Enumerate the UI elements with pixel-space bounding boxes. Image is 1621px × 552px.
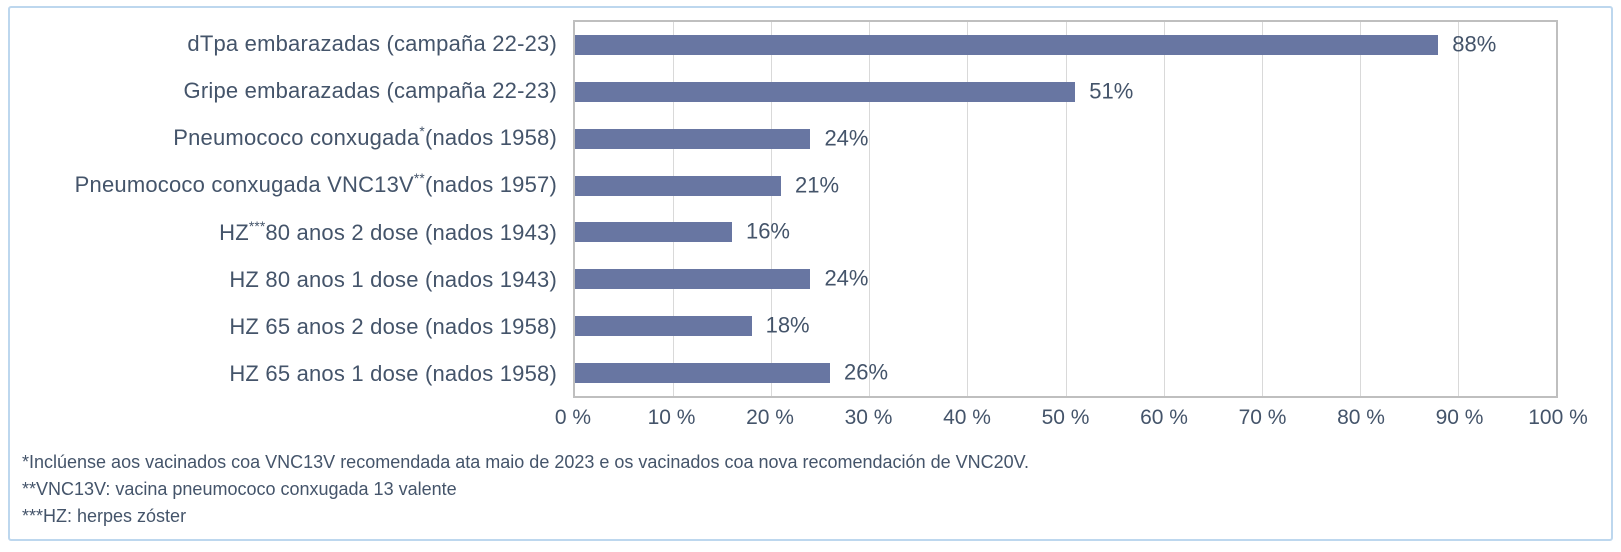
category-label: dTpa embarazadas (campaña 22-23)	[10, 20, 557, 67]
category-label-text: (nados 1957)	[424, 172, 557, 198]
plot-area: 88% 51% 24% 21% 16% 24% 18% 26%	[573, 20, 1558, 398]
bar-row: 24%	[575, 116, 1556, 163]
gridline	[1065, 22, 1067, 396]
gridline	[1359, 22, 1361, 396]
gridline	[1163, 22, 1165, 396]
bar-row: 21%	[575, 162, 1556, 209]
gridline	[967, 22, 969, 396]
bar-value-label: 16%	[745, 218, 790, 244]
category-label-text: Pneumococo conxugada VNC13V	[74, 172, 414, 198]
x-tick-label: 60 %	[1140, 406, 1188, 429]
category-axis: dTpa embarazadas (campaña 22-23) Gripe em…	[10, 20, 557, 398]
bar	[575, 362, 831, 383]
category-label: HZ 65 anos 1 dose (nados 1958)	[10, 351, 557, 398]
x-tick-label: 50 %	[1041, 406, 1090, 429]
bar-row: 88%	[575, 22, 1556, 69]
category-label-text: HZ 65 anos 1 dose (nados 1958)	[229, 361, 557, 387]
bar	[575, 222, 732, 243]
chart-card: dTpa embarazadas (campaña 22-23) Gripe em…	[8, 6, 1613, 541]
bar	[575, 82, 1076, 103]
category-label: HZ 65 anos 2 dose (nados 1958)	[10, 304, 557, 351]
category-label-text: 80 anos 2 dose (nados 1943)	[265, 219, 557, 245]
bar-row: 26%	[575, 349, 1556, 396]
footnote-line: ***HZ: herpes zóster	[22, 506, 187, 526]
footnotes: *Inclúense aos vacinados coa VNC13V reco…	[22, 449, 1599, 530]
x-tick-label: 80 %	[1337, 406, 1385, 429]
category-label-text: HZ 80 anos 1 dose (nados 1943)	[229, 266, 557, 292]
bar-value-label: 26%	[844, 359, 889, 385]
category-label-text: HZ	[219, 219, 249, 245]
category-label-text: (nados 1958)	[424, 125, 557, 151]
gridline	[673, 22, 675, 396]
bar-value-label: 24%	[824, 265, 869, 291]
bar-value-label: 51%	[1089, 78, 1134, 104]
category-label: Gripe embarazadas (campaña 22-23)	[10, 67, 557, 114]
bar	[575, 175, 781, 196]
category-label-text: HZ 65 anos 2 dose (nados 1958)	[229, 314, 557, 340]
x-tick-label: 40 %	[943, 406, 991, 429]
bar	[575, 315, 752, 336]
bar-value-label: 21%	[795, 172, 840, 198]
x-tick-label: 0 %	[554, 406, 592, 429]
category-label-text: Pneumococo conxugada	[173, 125, 420, 151]
x-tick-label: 100 %	[1528, 406, 1588, 429]
bar-value-label: 24%	[824, 125, 869, 151]
footnote-line: **VNC13V: vacina pneumococo conxugada 13…	[22, 479, 457, 499]
x-axis: 0 % 10 % 20 % 30 % 40 % 50 % 60 % 70 % 80 % 90 % 1…	[555, 406, 1588, 436]
bar-value-label: 88%	[1452, 31, 1497, 57]
category-label: HZ *** 80 anos 2 dose (nados 1943)	[219, 218, 557, 245]
bar	[575, 35, 1439, 56]
bar-row: 24%	[575, 256, 1556, 303]
gridline	[1261, 22, 1263, 396]
bar-rows: 88% 51% 24% 21% 16% 24% 18% 26%	[575, 22, 1556, 396]
bar	[575, 128, 811, 149]
x-tick-label: 90 %	[1435, 406, 1484, 429]
x-tick-label: 30 %	[844, 406, 893, 429]
x-tick-label: 10 %	[647, 406, 696, 429]
footnote-line: *Inclúense aos vacinados coa VNC13V reco…	[22, 452, 1029, 472]
category-label: Pneumococo conxugada * (nados 1958)	[173, 124, 557, 151]
category-label-text: Gripe embarazadas (campaña 22-23)	[183, 77, 557, 103]
bar-value-label: 18%	[765, 312, 810, 338]
gridline	[1457, 22, 1459, 396]
gridline	[771, 22, 773, 396]
category-label-text: dTpa embarazadas (campaña 22-23)	[187, 30, 557, 56]
bar	[575, 269, 811, 290]
bar-row: 16%	[575, 209, 1556, 256]
category-label: Pneumococo conxugada VNC13V ** (nados 195…	[74, 171, 557, 198]
x-tick-label: 20 %	[746, 406, 794, 429]
gridline	[869, 22, 871, 396]
category-label: HZ 80 anos 1 dose (nados 1943)	[10, 256, 557, 303]
bar-row: 51%	[575, 69, 1556, 116]
x-tick-label: 70 %	[1238, 406, 1287, 429]
bar-row: 18%	[575, 303, 1556, 350]
